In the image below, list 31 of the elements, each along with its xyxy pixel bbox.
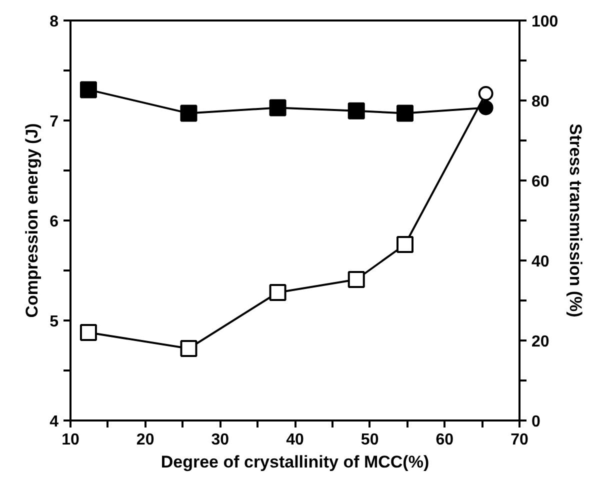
- y2-tick-label: 100: [532, 14, 558, 30]
- y2-axis-title: Stress transmission (%): [566, 124, 586, 318]
- y-tick-label: 7: [50, 114, 59, 130]
- point: [180, 340, 198, 357]
- y-tick-label: 4: [50, 414, 59, 430]
- y-tick-label: 6: [50, 214, 59, 230]
- y2-tick-label: 80: [532, 94, 550, 110]
- point: [269, 284, 286, 301]
- x-tick-label: 20: [136, 432, 154, 448]
- x-tick-label: 50: [360, 432, 379, 448]
- x-axis-title: Degree of crystallinity of MCC(%): [160, 452, 430, 472]
- point: [396, 236, 414, 253]
- x-tick-label: 30: [211, 432, 230, 448]
- y2-tick-label: 60: [532, 174, 550, 190]
- point: [80, 81, 97, 98]
- x-tick-label: 10: [62, 432, 80, 448]
- y-axis-title: Compression energy (J): [22, 123, 42, 318]
- x-tick-label: 60: [436, 432, 454, 448]
- y-tick-label: 5: [50, 314, 59, 330]
- point: [348, 102, 365, 120]
- y2-tick-label: 0: [532, 414, 540, 430]
- y-tick-label: 8: [50, 14, 59, 30]
- point: [396, 104, 414, 122]
- y2-tick-label: 20: [532, 334, 550, 350]
- point: [269, 99, 286, 116]
- y2-tick-label: 40: [532, 254, 550, 270]
- point: [80, 324, 97, 341]
- x-tick-label: 70: [510, 432, 528, 448]
- point: [348, 271, 365, 288]
- point: [180, 104, 198, 122]
- x-tick-label: 40: [286, 432, 304, 448]
